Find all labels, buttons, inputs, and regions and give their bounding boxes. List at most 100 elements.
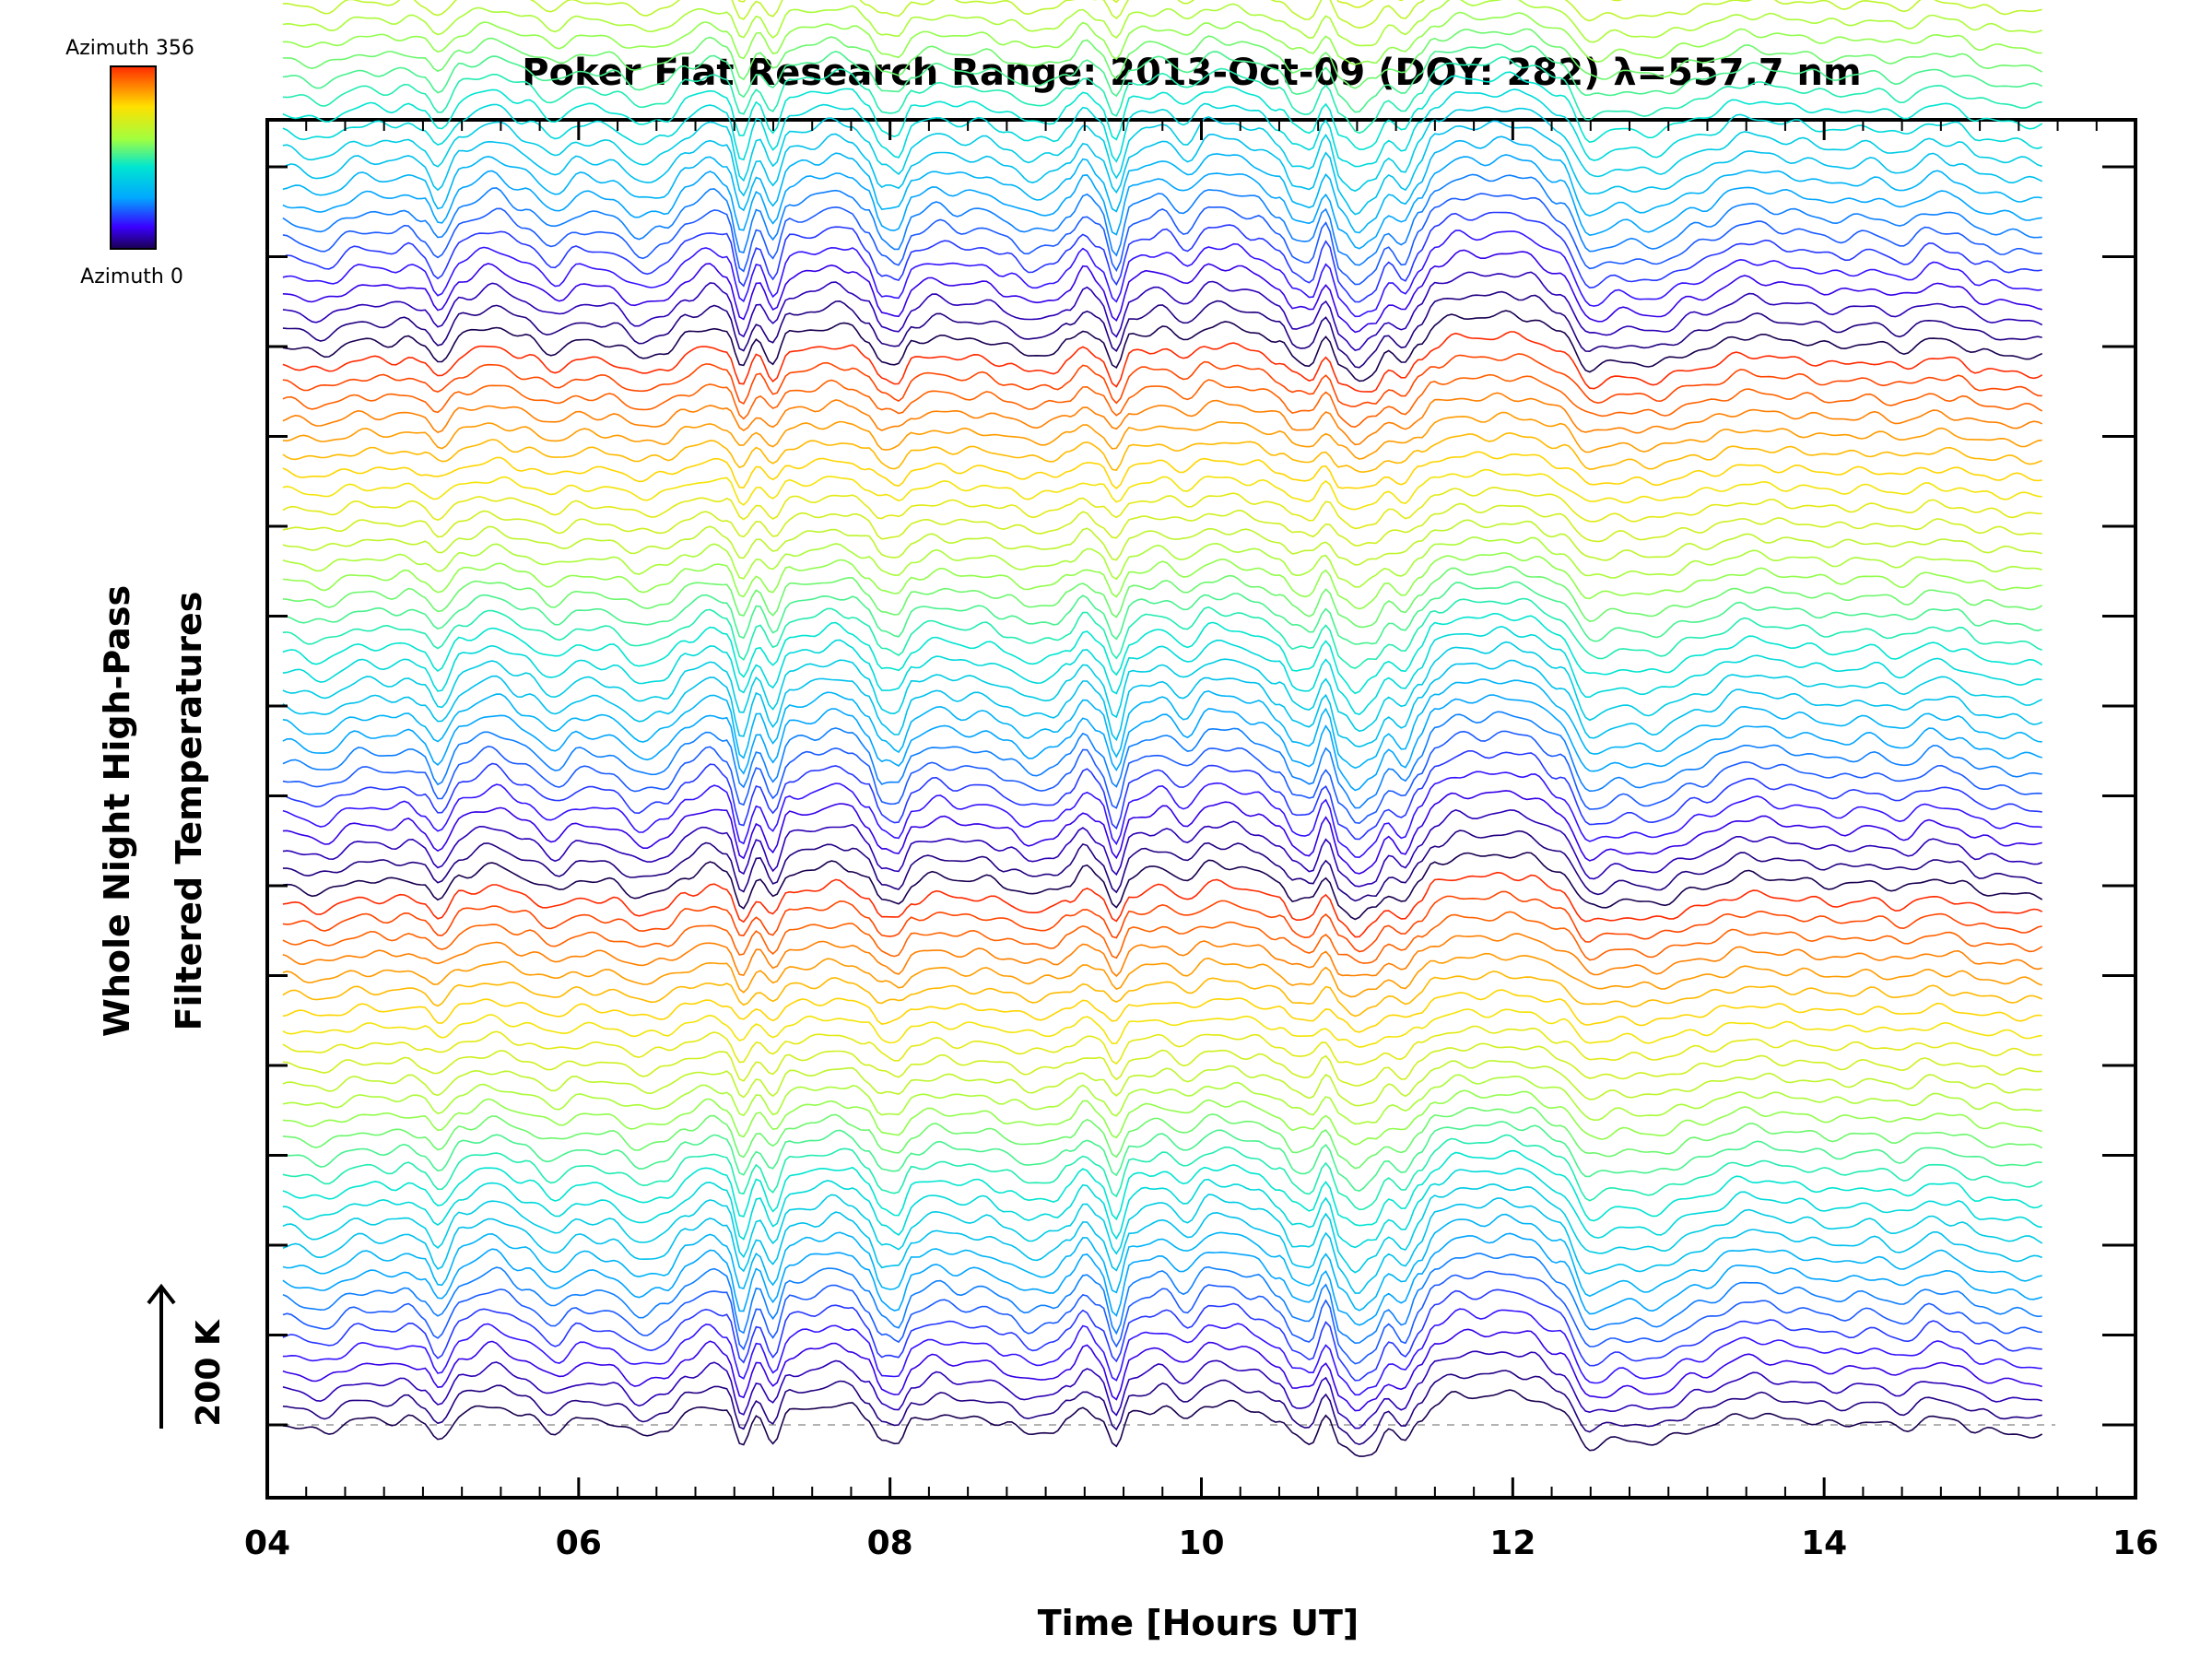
series-line: [282, 1350, 2042, 1430]
series-line: [282, 1232, 2042, 1326]
series-line: [282, 120, 2043, 216]
series-line: [282, 1328, 2042, 1412]
series-line: [282, 871, 2043, 938]
series-line: [282, 173, 2042, 266]
series-line: [282, 1270, 2042, 1365]
series-line: [282, 1121, 2042, 1192]
series-line: [282, 808, 2042, 888]
series-line: [282, 502, 2042, 547]
series-line: [282, 56, 2042, 135]
series-line: [282, 135, 2042, 234]
series-line: [282, 154, 2042, 250]
series-line: [282, 1370, 2042, 1446]
series-line: [282, 612, 2043, 695]
x-tick-label: 04: [244, 1524, 290, 1562]
series-line: [282, 486, 2042, 530]
series-line: [282, 597, 2042, 669]
series-line: [282, 1167, 2042, 1249]
series-line: [282, 852, 2043, 921]
x-tick-label: 08: [867, 1524, 913, 1562]
series-line: [282, 581, 2042, 645]
x-tick-labels: 04 06 08 10 12 14 16: [244, 1524, 2159, 1562]
colorbar: Azimuth 356 Azimuth 0: [65, 37, 194, 288]
y-axis-label-line-1: Whole Night High-Pass: [97, 585, 137, 1037]
y-axis-label: Whole Night High-Pass Filtered Temperatu…: [97, 585, 209, 1037]
x-tick-label: 12: [1489, 1524, 1535, 1562]
series-line: [282, 451, 2042, 489]
series-line: [282, 989, 2042, 1033]
series-line: [282, 373, 2043, 429]
colorbar-gradient: [110, 65, 157, 250]
x-tick-label: 16: [2112, 1524, 2159, 1562]
series-line: [282, 411, 2042, 460]
series-line: [282, 1060, 2042, 1107]
series-line: [282, 211, 2042, 303]
series-line: [282, 431, 2042, 474]
series-line: [282, 1106, 2043, 1170]
scale-bar-arrow-head: [147, 1283, 176, 1305]
series-line: [282, 933, 2042, 978]
series-line: [282, 890, 2042, 953]
series-line: [282, 1213, 2042, 1312]
series-line: [282, 229, 2042, 318]
series-line: [282, 641, 2043, 733]
colorbar-label-bottom: Azimuth 0: [80, 265, 183, 288]
series-line: [282, 1025, 2042, 1065]
series-line: [282, 249, 2042, 334]
series-line: [282, 730, 2042, 825]
series-line: [282, 536, 2042, 588]
series-line: [282, 790, 2042, 875]
series-line: [282, 1308, 2042, 1396]
series-line: [282, 519, 2042, 566]
y-axis-label-line-2: Filtered Temperatures: [169, 592, 209, 1031]
series-line: [282, 11, 2042, 65]
scale-bar: 200 K: [147, 1283, 228, 1429]
colorbar-label-top: Azimuth 356: [65, 37, 194, 60]
scale-bar-label: 200 K: [190, 1319, 228, 1427]
series-line: [282, 1149, 2043, 1227]
axis-ticks: [265, 120, 2137, 1498]
series-line: [282, 71, 2043, 150]
x-tick-label: 14: [1801, 1524, 1847, 1562]
series-line: [282, 353, 2042, 407]
series-line: [282, 1253, 2042, 1345]
series-line: [282, 1389, 2043, 1457]
series-line: [282, 331, 2043, 393]
series-line: [282, 971, 2043, 1018]
series-line: [282, 659, 2043, 748]
series-line: [282, 392, 2043, 446]
series-line: [282, 625, 2042, 715]
series-line: [282, 1288, 2042, 1382]
series-line: [282, 193, 2042, 286]
series-line: [282, 678, 2042, 770]
series-line: [282, 952, 2042, 998]
series-line: [282, 694, 2042, 792]
series-line: [282, 552, 2042, 610]
series-line: [282, 565, 2043, 629]
series-line: [282, 1008, 2042, 1048]
series-line: [282, 1089, 2042, 1146]
x-tick-label: 10: [1178, 1524, 1224, 1562]
series-line: [282, 43, 2043, 113]
series-line: [282, 1197, 2042, 1294]
series-line: [282, 750, 2042, 841]
series-line: [282, 1074, 2042, 1125]
series-traces: [282, 0, 2043, 1457]
series-line: [282, 0, 2042, 29]
series-line: [282, 1134, 2043, 1211]
series-line: [282, 830, 2042, 902]
series-line: [282, 468, 2042, 511]
x-tick-label: 06: [556, 1524, 602, 1562]
series-line: [282, 0, 2042, 47]
series-line: [282, 310, 2043, 382]
series-line: [282, 711, 2042, 809]
series-line: [282, 290, 2042, 369]
series-line: [282, 88, 2042, 168]
series-line: [282, 911, 2043, 964]
series-line: [282, 771, 2042, 859]
series-line: [282, 1042, 2042, 1087]
x-axis-label: Time [Hours UT]: [1038, 1603, 1359, 1643]
series-line: [282, 1182, 2043, 1274]
series-line: [282, 271, 2043, 351]
